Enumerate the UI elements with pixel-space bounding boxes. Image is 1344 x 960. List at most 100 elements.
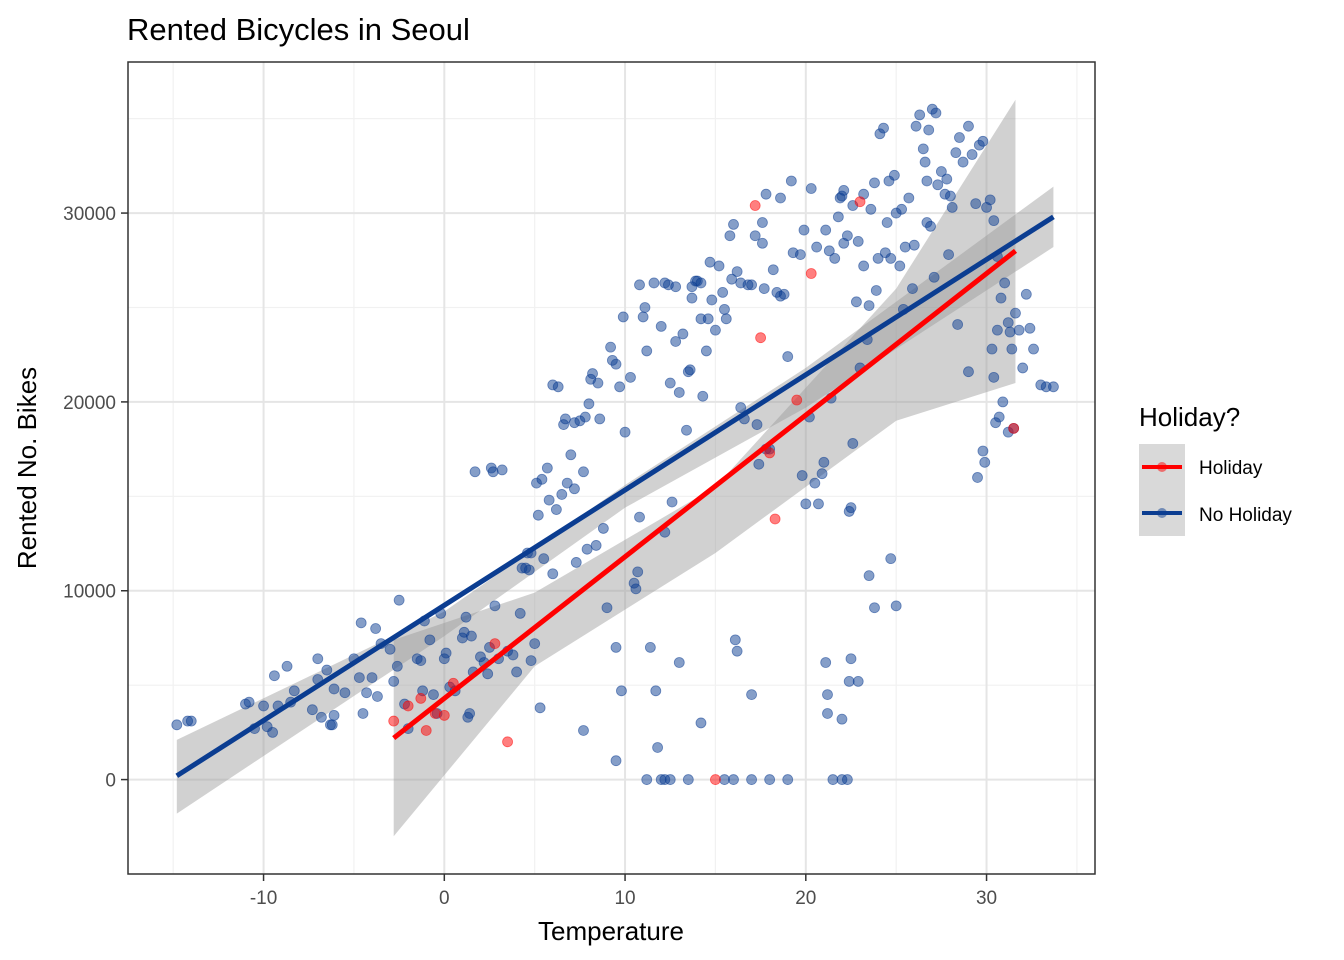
point-no-holiday	[995, 292, 1007, 304]
point-no-holiday	[832, 211, 844, 223]
point-no-holiday	[977, 445, 989, 457]
point-no-holiday	[798, 224, 810, 236]
y-tick-label: 20000	[63, 393, 116, 414]
point-holiday	[769, 513, 781, 525]
point-holiday	[791, 394, 803, 406]
point-no-holiday	[185, 715, 197, 727]
point-no-holiday	[625, 371, 636, 383]
point-no-holiday	[907, 283, 918, 295]
point-no-holiday	[464, 708, 476, 719]
point-no-holiday	[950, 147, 962, 159]
point-no-holiday	[664, 774, 676, 785]
point-no-holiday	[917, 143, 929, 155]
point-no-holiday	[735, 402, 747, 413]
point-no-holiday	[565, 449, 577, 461]
point-no-holiday	[581, 543, 593, 555]
point-no-holiday	[550, 504, 562, 515]
point-no-holiday	[972, 472, 983, 483]
point-no-holiday	[306, 704, 318, 716]
point-holiday	[489, 638, 501, 650]
point-holiday	[1008, 422, 1020, 434]
point-no-holiday	[823, 245, 835, 257]
point-no-holiday	[820, 224, 832, 236]
y-axis: 0 10000 20000 30000	[63, 204, 128, 792]
point-no-holiday	[863, 300, 875, 312]
point-no-holiday	[594, 413, 606, 425]
point-no-holiday	[851, 296, 862, 308]
point-holiday	[402, 700, 414, 712]
point-no-holiday	[720, 313, 732, 325]
point-no-holiday	[1013, 324, 1025, 336]
point-no-holiday	[516, 562, 528, 574]
legend-label-holiday: Holiday	[1199, 458, 1263, 479]
point-no-holiday	[782, 351, 794, 362]
point-no-holiday	[809, 477, 821, 489]
point-no-holiday	[713, 260, 725, 272]
point-no-holiday	[963, 120, 974, 132]
point-no-holiday	[466, 630, 477, 642]
point-no-holiday	[836, 774, 848, 785]
point-no-holiday	[977, 135, 989, 147]
point-no-holiday	[700, 345, 712, 357]
point-no-holiday	[1028, 343, 1039, 355]
point-no-holiday	[921, 175, 933, 187]
point-no-holiday	[415, 655, 427, 667]
point-no-holiday	[845, 653, 857, 665]
point-holiday	[805, 268, 817, 279]
chart-title: Rented Bicycles in Seoul	[127, 12, 470, 47]
point-no-holiday	[746, 774, 757, 785]
point-no-holiday	[269, 670, 280, 682]
point-no-holiday	[637, 311, 649, 323]
point-no-holiday	[326, 719, 338, 731]
point-no-holiday	[890, 600, 902, 612]
point-no-holiday	[605, 341, 616, 353]
point-no-holiday	[538, 553, 550, 565]
point-no-holiday	[648, 277, 660, 289]
point-holiday	[415, 692, 427, 704]
point-no-holiday	[751, 419, 763, 430]
point-no-holiday	[757, 217, 768, 228]
point-no-holiday	[847, 438, 859, 449]
point-no-holiday	[664, 377, 676, 389]
point-no-holiday	[686, 292, 698, 304]
point-no-holiday	[315, 711, 327, 723]
point-no-holiday	[888, 169, 900, 181]
point-no-holiday	[281, 660, 293, 672]
point-no-holiday	[863, 570, 875, 582]
point-no-holiday	[717, 286, 729, 298]
point-no-holiday	[943, 249, 954, 261]
point-no-holiday	[569, 483, 580, 495]
point-no-holiday	[746, 279, 757, 291]
point-no-holiday	[858, 260, 870, 272]
regression-lines	[175, 214, 1055, 778]
point-no-holiday	[353, 672, 365, 684]
point-no-holiday	[811, 241, 823, 253]
point-no-holiday	[731, 645, 743, 657]
point-no-holiday	[991, 324, 1003, 336]
point-no-holiday	[585, 373, 597, 385]
point-no-holiday	[525, 655, 537, 667]
point-no-holiday	[970, 198, 982, 210]
point-no-holiday	[578, 466, 589, 478]
point-no-holiday	[393, 594, 405, 606]
point-no-holiday	[482, 668, 494, 680]
point-no-holiday	[827, 774, 839, 785]
point-no-holiday	[899, 241, 911, 253]
point-no-holiday	[267, 726, 278, 738]
point-no-holiday	[928, 271, 940, 283]
point-no-holiday	[782, 774, 794, 785]
point-no-holiday	[735, 277, 747, 289]
point-holiday	[749, 200, 761, 211]
point-no-holiday	[865, 203, 877, 215]
point-no-holiday	[558, 419, 570, 430]
plot-background	[128, 62, 1095, 874]
point-no-holiday	[601, 602, 613, 614]
x-axis-title: Temperature	[538, 916, 684, 946]
point-no-holiday	[614, 381, 626, 393]
point-no-holiday	[532, 509, 544, 521]
point-no-holiday	[728, 218, 739, 230]
point-no-holiday	[312, 653, 324, 665]
point-no-holiday	[869, 602, 880, 614]
point-no-holiday	[619, 426, 631, 438]
